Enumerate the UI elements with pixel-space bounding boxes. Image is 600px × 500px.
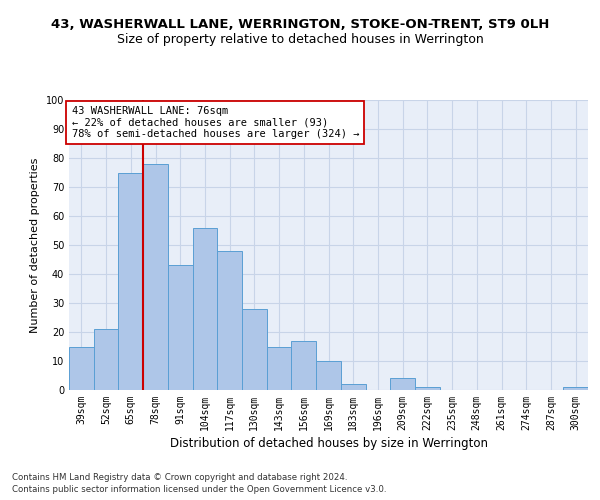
Bar [69, 346, 94, 390]
Text: 43 WASHERWALL LANE: 76sqm
← 22% of detached houses are smaller (93)
78% of semi-: 43 WASHERWALL LANE: 76sqm ← 22% of detac… [71, 106, 359, 139]
Bar [267, 346, 292, 390]
Text: 43, WASHERWALL LANE, WERRINGTON, STOKE-ON-TRENT, ST9 0LH: 43, WASHERWALL LANE, WERRINGTON, STOKE-O… [51, 18, 549, 30]
Bar [563, 387, 588, 390]
Bar [168, 266, 193, 390]
Y-axis label: Number of detached properties: Number of detached properties [30, 158, 40, 332]
Bar [316, 361, 341, 390]
Bar [341, 384, 365, 390]
Text: Distribution of detached houses by size in Werrington: Distribution of detached houses by size … [170, 438, 488, 450]
Bar [415, 387, 440, 390]
Bar [118, 172, 143, 390]
Bar [143, 164, 168, 390]
Bar [390, 378, 415, 390]
Text: Contains public sector information licensed under the Open Government Licence v3: Contains public sector information licen… [12, 485, 386, 494]
Bar [193, 228, 217, 390]
Bar [217, 251, 242, 390]
Text: Contains HM Land Registry data © Crown copyright and database right 2024.: Contains HM Land Registry data © Crown c… [12, 472, 347, 482]
Bar [94, 329, 118, 390]
Bar [242, 309, 267, 390]
Text: Size of property relative to detached houses in Werrington: Size of property relative to detached ho… [116, 32, 484, 46]
Bar [292, 340, 316, 390]
